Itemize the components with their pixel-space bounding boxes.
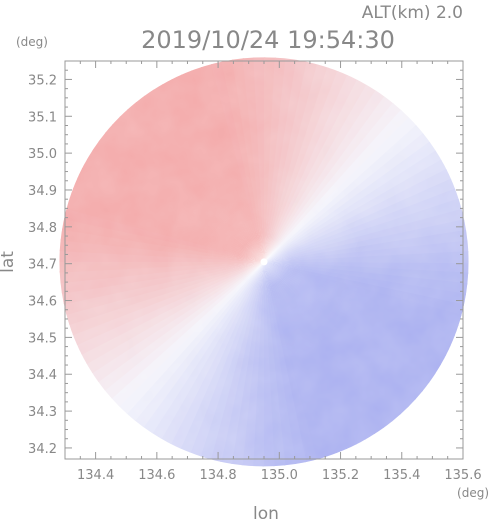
y-axis-label: lat [0,251,18,273]
axis-ticks [64,60,464,459]
y-tick-label: 34.8 [28,221,57,236]
y-unit-label: (deg) [16,35,48,49]
y-tick-label: 34.4 [28,368,57,383]
y-tick-label: 34.3 [28,405,57,420]
x-axis-label: lon [253,504,279,521]
y-tick-label: 34.7 [28,258,57,273]
x-tick-label: 135.4 [383,468,420,483]
y-tick-label: 34.5 [28,331,57,346]
x-tick-label: 134.8 [199,468,236,483]
y-tick-label: 35.1 [28,110,57,125]
radar-site-marker [260,258,268,266]
x-tick-label: 134.4 [77,468,114,483]
radar-scan-disk [59,57,469,467]
y-tick-label: 35.0 [28,147,57,162]
x-unit-label: (deg) [457,486,489,500]
x-tick-label: 135.6 [444,468,481,483]
x-tick-label: 135.0 [261,468,298,483]
axis-tick-labels: 134.4 134.6 134.8 135.0 135.2 135.4 135.6 34.2 3… [28,73,482,483]
y-tick-label: 34.2 [28,442,57,457]
altitude-label: ALT(km) 2.0 [362,3,463,23]
y-tick-label: 35.2 [28,73,57,88]
y-tick-label: 34.9 [28,184,57,199]
x-tick-label: 134.6 [138,468,175,483]
y-tick-label: 34.6 [28,295,57,310]
x-tick-label: 135.2 [322,468,359,483]
chart-title-timestamp: 2019/10/24 19:54:30 [141,26,395,54]
